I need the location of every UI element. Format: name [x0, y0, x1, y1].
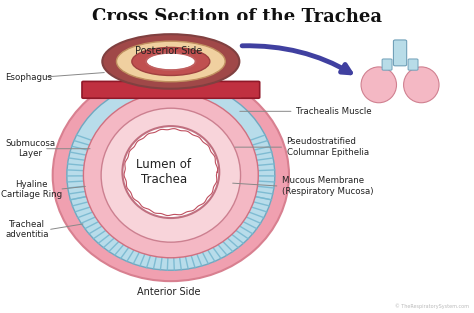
Text: Pseudostratified
Columnar Epithelia: Pseudostratified Columnar Epithelia [287, 137, 369, 157]
Text: Mucous Membrane
(Respiratory Mucosa): Mucous Membrane (Respiratory Mucosa) [282, 177, 374, 196]
FancyBboxPatch shape [100, 83, 242, 97]
Text: Posterior Side: Posterior Side [135, 46, 202, 55]
Text: Lumen of
Trachea: Lumen of Trachea [136, 158, 191, 186]
Ellipse shape [53, 69, 289, 281]
Ellipse shape [102, 34, 239, 89]
FancyBboxPatch shape [382, 59, 392, 70]
Ellipse shape [67, 80, 275, 270]
Ellipse shape [122, 126, 219, 218]
Ellipse shape [361, 67, 397, 103]
Text: Anterior Side: Anterior Side [137, 287, 200, 297]
FancyBboxPatch shape [393, 40, 407, 66]
Ellipse shape [132, 48, 210, 75]
Text: Trachealis Muscle: Trachealis Muscle [296, 107, 372, 116]
Text: Cross Section of the Trachea: Cross Section of the Trachea [92, 8, 382, 27]
Text: Submucosa
Layer: Submucosa Layer [5, 139, 55, 158]
Text: Tracheal
adventitia: Tracheal adventitia [5, 220, 49, 239]
Ellipse shape [146, 53, 196, 70]
FancyBboxPatch shape [48, 20, 294, 82]
Ellipse shape [117, 41, 225, 82]
Text: Hyaline
Cartilage Ring: Hyaline Cartilage Ring [0, 180, 62, 199]
Ellipse shape [403, 67, 439, 103]
Ellipse shape [101, 108, 240, 242]
Text: © TheRespiratorySystem.com: © TheRespiratorySystem.com [394, 304, 469, 309]
FancyBboxPatch shape [82, 81, 260, 98]
Text: Esophagus: Esophagus [5, 73, 53, 82]
FancyBboxPatch shape [408, 59, 418, 70]
Ellipse shape [83, 93, 258, 258]
